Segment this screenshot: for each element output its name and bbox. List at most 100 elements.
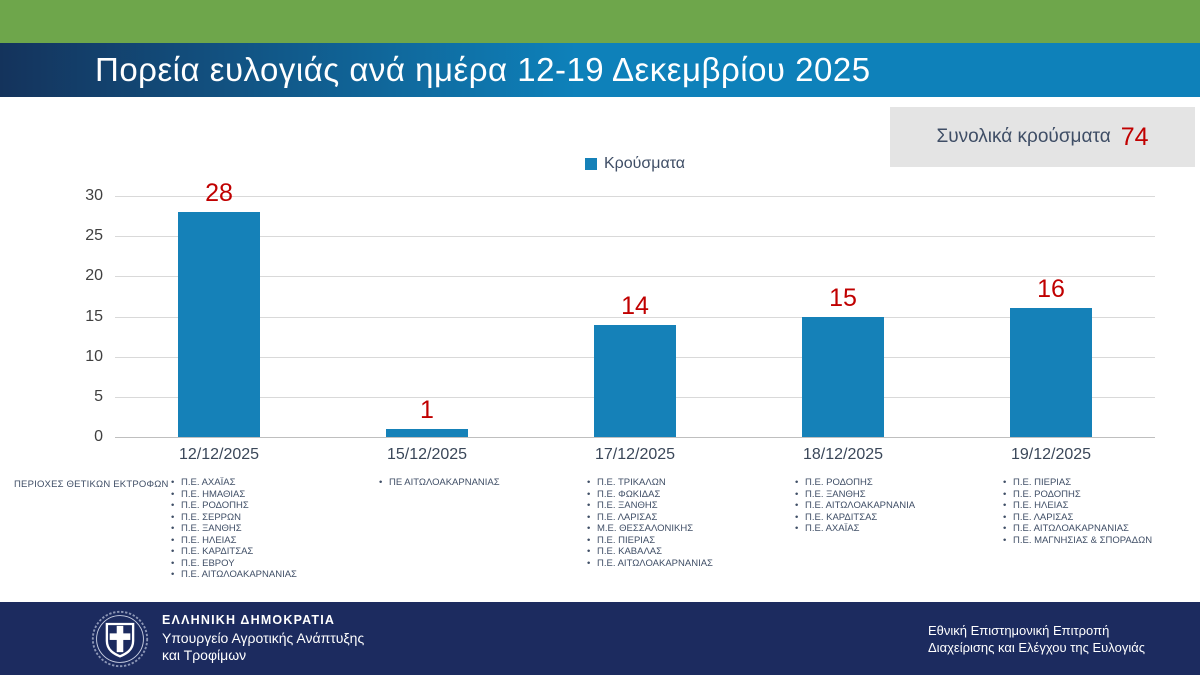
bar[interactable] bbox=[178, 212, 260, 437]
bullet-icon: • bbox=[587, 534, 591, 546]
gridline[interactable] bbox=[115, 276, 1155, 278]
gridline[interactable] bbox=[115, 196, 1155, 197]
region-name: Π.Ε. ΚΑΡΔΙΤΣΑΣ bbox=[181, 546, 254, 557]
x-axis-tick-label[interactable]: 18/12/2025 bbox=[802, 446, 884, 463]
y-axis-tick-label[interactable]: 10 bbox=[85, 347, 103, 365]
region-list-item: • Π.Ε. ΑΧΑΪΑΣ bbox=[795, 523, 995, 535]
bar[interactable] bbox=[802, 316, 884, 437]
legend-swatch bbox=[584, 158, 597, 170]
bar[interactable] bbox=[594, 324, 676, 437]
region-list-item: • Π.Ε. ΡΟΔΟΠΗΣ bbox=[1003, 489, 1200, 501]
region-name: Π.Ε. ΞΑΝΘΗΣ bbox=[181, 523, 242, 534]
bullet-icon: • bbox=[587, 557, 591, 569]
region-list-item: • Μ.Ε. ΘΕΣΣΑΛΟΝΙΚΗΣ bbox=[587, 523, 787, 535]
bullet-icon: • bbox=[1003, 523, 1007, 534]
y-axis-tick-label[interactable]: 5 bbox=[94, 387, 103, 405]
bullet-icon: • bbox=[171, 477, 175, 488]
bar-value-label[interactable]: 15 bbox=[829, 283, 857, 312]
bar[interactable] bbox=[1010, 308, 1092, 437]
page-title: Πορεία ευλογιάς ανά ημέρα 12-19 Δεκεμβρί… bbox=[95, 51, 871, 88]
region-list-item: • Π.Ε. ΕΒΡΟΥ bbox=[171, 558, 371, 570]
hellenic-republic-label: ΕΛΛΗΝΙΚΗ ΔΗΜΟΚΡΑΤΙΑ bbox=[162, 613, 336, 627]
bar-value-label[interactable]: 16 bbox=[1037, 275, 1065, 304]
region-list-item: • Π.Ε. ΡΟΔΟΠΗΣ bbox=[795, 477, 995, 489]
bullet-icon: • bbox=[587, 523, 591, 534]
bullet-icon: • bbox=[171, 500, 175, 511]
total-cases-label: Συνολικά κρούσματα bbox=[936, 126, 1111, 147]
region-list-item: • Π.Ε. ΠΙΕΡΙΑΣ bbox=[1003, 477, 1200, 489]
bullet-icon: • bbox=[795, 511, 799, 523]
region-list-item: • Π.Ε. ΤΡΙΚΑΛΩΝ bbox=[587, 477, 787, 489]
region-list-item: • Π.Ε. ΡΟΔΟΠΗΣ bbox=[171, 500, 371, 512]
region-name: Π.Ε. ΤΡΙΚΑΛΩΝ bbox=[597, 477, 666, 488]
y-axis-tick-label[interactable]: 30 bbox=[85, 187, 103, 204]
region-name: Π.Ε. ΛΑΡΙΣΑΣ bbox=[597, 511, 658, 523]
gridline[interactable] bbox=[115, 437, 1155, 438]
legend-label: Κρούσματα bbox=[603, 155, 686, 172]
regions-row-label: ΠΕΡΙΟΧΕΣ ΘΕΤΙΚΩΝ ΕΚΤΡΟΦΩΝ bbox=[14, 479, 169, 490]
ministry-line2: και Τροφίμων bbox=[162, 647, 247, 663]
region-list-item: • Π.Ε. ΚΑΡΔΙΤΣΑΣ bbox=[795, 512, 995, 524]
region-name: Π.Ε. ΑΙΤΩΛΟΑΚΑΡΝΑΝΙΑ bbox=[805, 500, 916, 511]
bullet-icon: • bbox=[1003, 534, 1007, 546]
region-list-item: • Π.Ε. ΗΛΕΙΑΣ bbox=[171, 535, 371, 547]
region-name: Π.Ε. ΣΕΡΡΩΝ bbox=[181, 511, 241, 523]
committee-line2: Διαχείρισης και Ελέγχου της Ευλογιάς bbox=[928, 640, 1145, 655]
bar-value-label[interactable]: 1 bbox=[420, 395, 434, 424]
bullet-icon: • bbox=[171, 546, 175, 557]
greek-coat-of-arms-icon bbox=[91, 610, 149, 668]
committee-line1: Εθνική Επιστημονική Επιτροπή bbox=[928, 623, 1110, 638]
x-axis-tick-label[interactable]: 17/12/2025 bbox=[594, 446, 676, 463]
region-list: • Π.Ε. ΤΡΙΚΑΛΩΝ • Π.Ε. ΦΩΚΙΔΑΣ • Π.Ε. ΞΑΝΘΗΣ •… bbox=[587, 477, 787, 569]
committee-block: Εθνική Επιστημονική Επιτροπή Διαχείρισης… bbox=[928, 622, 1145, 656]
gridline[interactable] bbox=[115, 236, 1155, 238]
x-axis-tick-label[interactable]: 19/12/2025 bbox=[1010, 446, 1092, 463]
bullet-icon: • bbox=[587, 511, 591, 523]
gridline[interactable] bbox=[115, 316, 1155, 318]
region-list-item: • Π.Ε. ΑΙΤΩΛΟΑΚΑΡΝΑΝΙΑΣ bbox=[171, 569, 371, 581]
region-list-item: • Π.Ε. ΚΑΒΑΛΑΣ bbox=[587, 546, 787, 558]
bar[interactable] bbox=[386, 428, 468, 437]
region-list-item: • ΠΕ ΑΙΤΩΛΟΑΚΑΡΝΑΝΙΑΣ bbox=[379, 477, 579, 489]
bar-value-label[interactable]: 14 bbox=[621, 291, 649, 320]
ministry-block: ΕΛΛΗΝΙΚΗ ΔΗΜΟΚΡΑΤΙΑ Υπουργείο Αγροτικής … bbox=[162, 613, 364, 664]
region-list-item: • Π.Ε. ΚΑΡΔΙΤΣΑΣ bbox=[171, 546, 371, 558]
region-name: Π.Ε. ΠΙΕΡΙΑΣ bbox=[597, 534, 656, 546]
x-axis-tick-label[interactable]: 15/12/2025 bbox=[386, 446, 468, 463]
title-bar: Πορεία ευλογιάς ανά ημέρα 12-19 Δεκεμβρί… bbox=[0, 43, 1200, 97]
region-name: Π.Ε. ΗΛΕΙΑΣ bbox=[1013, 500, 1069, 511]
region-list-item: • Π.Ε. ΣΕΡΡΩΝ bbox=[171, 512, 371, 524]
bullet-icon: • bbox=[1003, 477, 1007, 488]
bullet-icon: • bbox=[1003, 488, 1007, 500]
y-axis-tick-label[interactable]: 25 bbox=[85, 227, 103, 245]
bar-value-label[interactable]: 28 bbox=[205, 179, 233, 208]
region-list-item: • Π.Ε. ΗΛΕΙΑΣ bbox=[1003, 500, 1200, 512]
region-name: Π.Ε. ΦΩΚΙΔΑΣ bbox=[597, 488, 661, 500]
y-axis-tick-label[interactable]: 15 bbox=[85, 307, 103, 325]
footer-bar: ΕΛΛΗΝΙΚΗ ΔΗΜΟΚΡΑΤΙΑ Υπουργείο Αγροτικής … bbox=[0, 602, 1200, 675]
region-list: • Π.Ε. ΠΙΕΡΙΑΣ • Π.Ε. ΡΟΔΟΠΗΣ • Π.Ε. ΗΛΕΙΑΣ • Π… bbox=[1003, 477, 1200, 546]
bullet-icon: • bbox=[587, 477, 591, 488]
x-axis-tick-label[interactable]: 12/12/2025 bbox=[178, 446, 260, 463]
y-axis-tick-label[interactable]: 20 bbox=[85, 267, 103, 285]
region-list-item: • Π.Ε. ΜΑΓΝΗΣΙΑΣ & ΣΠΟΡΑΔΩΝ bbox=[1003, 535, 1200, 547]
top-green-strip bbox=[0, 0, 1200, 43]
region-list-item: • Π.Ε. ΛΑΡΙΣΑΣ bbox=[587, 512, 787, 524]
region-name: Π.Ε. ΑΧΑΪΑΣ bbox=[181, 477, 236, 488]
region-name: ΠΕ ΑΙΤΩΛΟΑΚΑΡΝΑΝΙΑΣ bbox=[389, 477, 500, 488]
region-list-item: • Π.Ε. ΦΩΚΙΔΑΣ bbox=[587, 489, 787, 501]
total-cases-value: 74 bbox=[1120, 122, 1149, 151]
ministry-line1: Υπουργείο Αγροτικής Ανάπτυξης bbox=[162, 630, 365, 646]
y-axis-tick-label[interactable]: 0 bbox=[94, 428, 103, 445]
bullet-icon: • bbox=[1003, 500, 1007, 511]
bullet-icon: • bbox=[171, 569, 175, 580]
bullet-icon: • bbox=[795, 523, 799, 534]
region-name: Π.Ε. ΑΧΑΪΑΣ bbox=[805, 523, 860, 534]
bullet-icon: • bbox=[171, 511, 175, 523]
region-list-item: • Π.Ε. ΑΧΑΪΑΣ bbox=[171, 477, 371, 489]
region-name: Π.Ε. ΠΙΕΡΙΑΣ bbox=[1013, 477, 1072, 488]
region-list-item: • Π.Ε. ΠΙΕΡΙΑΣ bbox=[587, 535, 787, 547]
region-name: Π.Ε. ΑΙΤΩΛΟΑΚΑΡΝΑΝΙΑΣ bbox=[1013, 523, 1129, 534]
region-list-item: • Π.Ε. ΞΑΝΘΗΣ bbox=[171, 523, 371, 535]
